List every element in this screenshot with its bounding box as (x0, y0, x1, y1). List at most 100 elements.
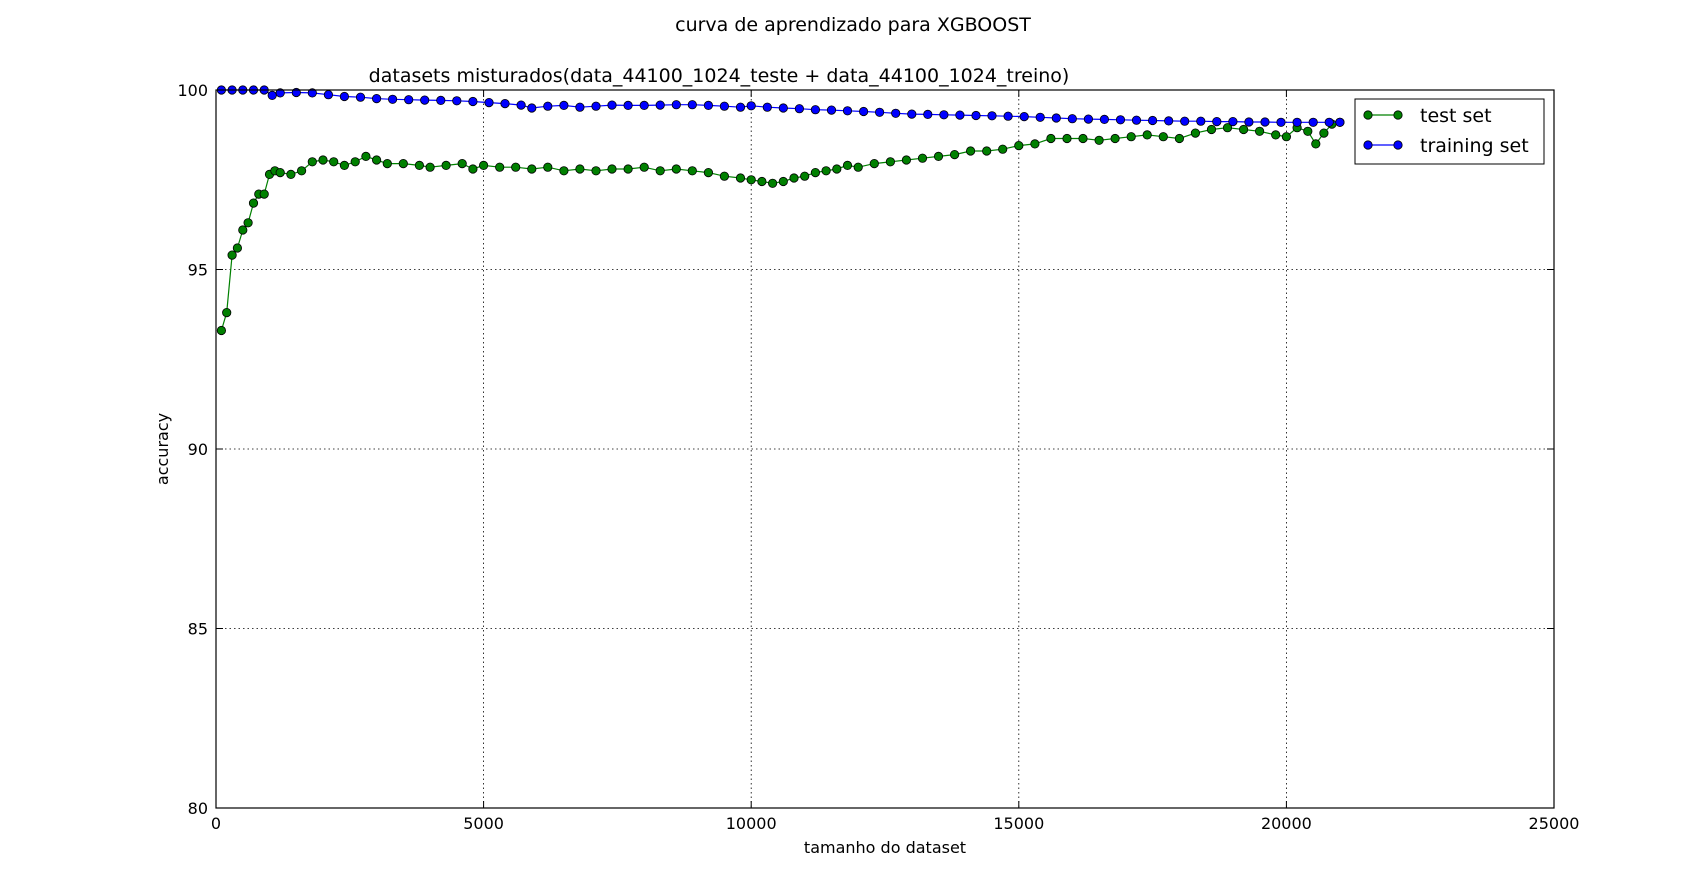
data-point-training-set (527, 103, 537, 113)
data-point-training-set (987, 111, 997, 121)
legend-label-training-set: training set (1420, 135, 1529, 157)
data-point-test-set (767, 178, 778, 188)
data-point-training-set (874, 107, 885, 117)
data-point-training-set (655, 100, 665, 110)
y-axis-label: accuracy (153, 413, 172, 485)
data-point-test-set (468, 164, 478, 174)
data-point-training-set (858, 106, 869, 117)
data-point-training-set (746, 101, 756, 111)
data-point-test-set (1206, 124, 1217, 135)
data-point-test-set (1311, 139, 1321, 149)
data-point-test-set (1319, 128, 1329, 138)
data-point-training-set (1335, 117, 1345, 127)
data-point-test-set (832, 164, 842, 174)
data-point-test-set (350, 157, 360, 167)
data-point-test-set (655, 166, 665, 176)
data-point-test-set (789, 173, 799, 183)
data-point-test-set (371, 155, 382, 165)
data-point-training-set (307, 88, 317, 98)
data-point-training-set (907, 109, 917, 119)
data-point-training-set (794, 104, 805, 114)
data-point-test-set (511, 162, 521, 172)
data-point-test-set (329, 157, 339, 167)
data-point-training-set (275, 88, 285, 98)
data-point-training-set (1308, 117, 1318, 127)
data-point-training-set (355, 92, 366, 102)
data-point-test-set (746, 175, 756, 185)
data-point-training-set (939, 110, 949, 120)
data-point-test-set (885, 157, 896, 167)
chart-title: curva de aprendizado para XGBOOST (675, 14, 1031, 36)
data-point-test-set (361, 151, 371, 161)
data-point-training-set (955, 110, 965, 120)
x-tick-label: 5000 (463, 814, 504, 833)
data-point-test-set (1222, 123, 1233, 133)
y-tick-label: 85 (188, 620, 208, 639)
data-point-training-set (1035, 112, 1045, 122)
legend-marker-test-set (1363, 110, 1373, 120)
data-point-training-set (1276, 117, 1286, 127)
data-point-test-set (933, 151, 944, 161)
data-point-test-set (821, 166, 831, 176)
data-point-training-set (500, 99, 510, 109)
data-point-training-set (387, 94, 398, 104)
data-point-test-set (1030, 139, 1040, 149)
data-point-training-set (404, 95, 414, 105)
data-point-test-set (982, 146, 992, 156)
data-point-test-set (1014, 141, 1024, 151)
data-point-test-set (232, 243, 242, 253)
data-point-test-set (1110, 133, 1120, 144)
data-point-test-set (1078, 133, 1088, 144)
data-point-training-set (923, 109, 933, 120)
data-point-training-set (810, 105, 821, 115)
data-point-test-set (1281, 132, 1292, 142)
data-point-test-set (1239, 124, 1249, 135)
data-point-training-set (1003, 111, 1013, 121)
data-point-test-set (671, 164, 681, 174)
data-point-test-set (917, 153, 928, 163)
data-point-training-set (1260, 117, 1270, 127)
data-point-training-set (484, 98, 494, 108)
y-tick-label: 80 (188, 799, 208, 818)
x-tick-label: 25000 (1529, 814, 1580, 833)
data-point-training-set (1212, 117, 1222, 127)
data-point-training-set (703, 100, 714, 111)
data-point-test-set (1303, 126, 1313, 136)
data-point-test-set (623, 164, 633, 174)
data-point-training-set (639, 100, 649, 111)
data-point-test-set (495, 162, 505, 172)
data-point-test-set (286, 169, 296, 179)
data-point-test-set (1190, 128, 1201, 138)
data-point-test-set (318, 155, 328, 165)
data-point-test-set (543, 162, 553, 172)
data-point-training-set (516, 100, 526, 110)
data-point-training-set (971, 110, 981, 121)
data-point-training-set (607, 100, 617, 110)
data-point-test-set (382, 159, 392, 169)
legend-label-test-set: test set (1420, 105, 1492, 127)
data-point-test-set (1046, 133, 1056, 144)
data-point-test-set (1094, 135, 1104, 145)
data-point-test-set (243, 218, 253, 228)
data-point-test-set (414, 160, 424, 170)
data-point-test-set (853, 162, 863, 172)
data-point-test-set (1174, 133, 1185, 144)
data-point-test-set (901, 155, 912, 165)
data-point-training-set (1228, 117, 1238, 127)
data-point-test-set (296, 166, 307, 176)
data-point-training-set (1131, 115, 1142, 125)
data-point-test-set (965, 146, 976, 156)
data-point-test-set (869, 159, 879, 169)
data-point-test-set (842, 160, 853, 170)
data-point-test-set (591, 166, 601, 176)
data-point-test-set (559, 166, 569, 176)
data-point-training-set (1324, 117, 1334, 127)
data-point-training-set (371, 94, 382, 104)
legend-marker-test-set (1393, 110, 1403, 120)
data-point-test-set (425, 162, 435, 172)
data-point-test-set (778, 176, 788, 187)
data-point-test-set (575, 164, 585, 174)
legend: test set training set (1354, 98, 1545, 165)
data-point-training-set (671, 100, 681, 110)
data-point-test-set (339, 160, 349, 170)
